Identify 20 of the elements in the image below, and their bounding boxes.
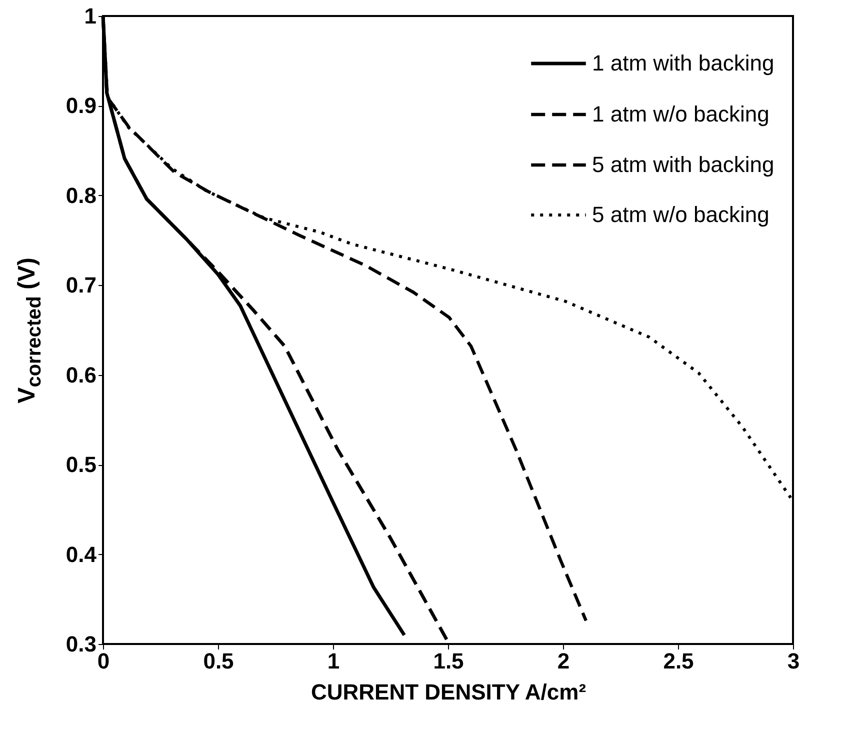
x-tick-label: 1.5 <box>433 648 464 674</box>
x-tick-label: 2 <box>557 648 570 674</box>
x-tick-label: 1 <box>327 648 340 674</box>
legend-label: 1 atm w/o backing <box>592 102 770 126</box>
x-tick-label: 2.5 <box>663 648 694 674</box>
y-tick-label: 0.4 <box>66 542 98 567</box>
y-tick-label: 0.7 <box>66 272 96 298</box>
y-tick-label: 0.9 <box>66 93 96 118</box>
legend-label: 5 atm with backing <box>592 152 774 177</box>
y-tick-label: 0.6 <box>66 362 96 388</box>
legend-label: 5 atm w/o backing <box>592 202 770 227</box>
y-tick-label: 0.8 <box>66 182 96 208</box>
x-tick-label: 0 <box>97 648 110 674</box>
x-tick-label: 3 <box>787 648 800 674</box>
legend-label: 1 atm with backing <box>592 50 774 76</box>
x-axis-title: CURRENT DENSITY A/cm² <box>310 680 586 704</box>
y-tick-label: 1 <box>84 4 96 28</box>
y-tick-label: 0.5 <box>66 452 96 478</box>
x-tick-label: 0.5 <box>203 648 234 674</box>
y-tick-label: 0.3 <box>66 632 96 656</box>
